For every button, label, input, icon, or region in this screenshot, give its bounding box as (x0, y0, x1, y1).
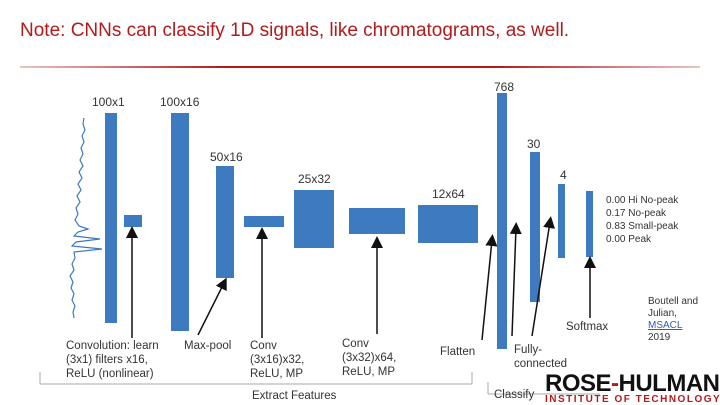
caption-classify: Classify (494, 389, 535, 401)
citation-link[interactable]: MSACL (648, 320, 683, 331)
layer-fc-30 (530, 152, 540, 302)
label-30: 30 (527, 137, 541, 151)
output-2: 0.17 No-peak (606, 208, 667, 219)
citation: Boutell and Julian, MSACL 2019 (648, 296, 699, 343)
chromatogram-signal (69, 118, 103, 319)
label-100x16: 100x16 (160, 95, 200, 109)
label-50x16: 50x16 (210, 150, 243, 164)
caption-conv2: Conv (3x16)x32, ReLU, MP (250, 340, 305, 380)
label-768: 768 (494, 80, 515, 94)
rose-hulman-logo: ROSE-HULMAN INSTITUTE OF TECHNOLOGY (545, 370, 720, 405)
label-100x1: 100x1 (92, 95, 125, 109)
output-3: 0.83 Small-peak (606, 221, 679, 232)
caption-flatten: Flatten (440, 346, 476, 358)
layer-small-2 (244, 216, 284, 227)
caption-fully-connected: Fully- connected (514, 344, 568, 370)
layer-conv3-12x64 (418, 205, 478, 243)
caption-maxpool: Max-pool (184, 340, 232, 352)
arrow-fc2 (531, 216, 555, 337)
label-12x64: 12x64 (432, 187, 465, 201)
layer-pool1-50x16 (216, 166, 234, 278)
slide-title: Note: CNNs can classify 1D signals, like… (20, 20, 570, 41)
layer-fc-4 (558, 184, 565, 258)
output-4: 0.00 Peak (606, 234, 652, 245)
arrow-maxpool (197, 277, 227, 336)
output-probabilities: 0.00 Hi No-peak 0.17 No-peak 0.83 Small-… (606, 194, 678, 246)
caption-convolution: Convolution: learn (3x1) filters x16, Re… (66, 340, 159, 380)
caption-softmax: Softmax (566, 321, 609, 333)
arrow-flatten (481, 234, 498, 341)
layer-flatten-768 (497, 93, 507, 349)
layer-input-100x1 (105, 113, 117, 323)
output-1: 0.00 Hi No-peak (606, 195, 679, 206)
label-4: 4 (560, 168, 567, 182)
layer-small-1 (124, 215, 142, 227)
arrow-fc1 (509, 222, 522, 337)
layer-small-3 (349, 208, 405, 234)
label-25x32: 25x32 (298, 172, 331, 186)
title-divider (20, 66, 700, 68)
layer-conv1-100x16 (171, 113, 189, 331)
caption-extract-features: Extract Features (252, 390, 337, 402)
layer-softmax (586, 191, 593, 257)
layer-conv2-25x32 (294, 190, 334, 248)
caption-conv3: Conv (3x32)x64, ReLU, MP (342, 338, 397, 378)
